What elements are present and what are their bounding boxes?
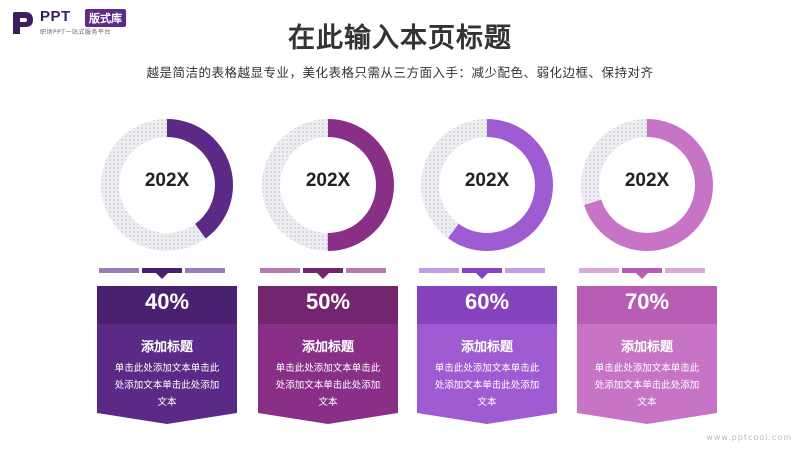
- divider-segment: [99, 268, 139, 273]
- card-heading: 添加标题: [301, 340, 354, 355]
- card-heading: 添加标题: [620, 340, 673, 355]
- info-panel: 40% 添加标题单击此处添加文本单击此处添加文本单击此处添加文本: [97, 286, 237, 424]
- ring-label: 202X: [624, 170, 670, 191]
- percent-value: 70%: [624, 289, 670, 314]
- page-title: 在此输入本页标题: [288, 23, 512, 54]
- card-heading: 添加标题: [460, 340, 513, 355]
- divider-segment: [419, 268, 459, 273]
- logo-badge: 版式库: [85, 9, 126, 27]
- ring-label: 202X: [144, 170, 190, 191]
- divider-segment: [462, 268, 502, 273]
- watermark: www.pptcool.com: [706, 433, 792, 442]
- card-body-text: 单击此处添加文本单击此处添加文本单击此处添加文本: [275, 363, 381, 408]
- percent-value: 40%: [144, 289, 190, 314]
- ring-progress-arc: [101, 119, 233, 251]
- divider-segment: [185, 268, 225, 273]
- card-body-text: 单击此处添加文本单击此处添加文本单击此处添加文本: [434, 363, 540, 408]
- divider-segment: [505, 268, 545, 273]
- info-panel: 50% 添加标题单击此处添加文本单击此处添加文本单击此处添加文本: [258, 286, 398, 424]
- panel-header: [417, 286, 557, 324]
- percent-value: 60%: [464, 289, 510, 314]
- pointer-arrow: [476, 273, 488, 279]
- donut-ring: [581, 119, 713, 251]
- panel-header: [97, 286, 237, 324]
- divider-segment: [579, 268, 619, 273]
- page-subtitle: 越是简洁的表格越显专业，美化表格只需从三方面入手：减少配色、弱化边框、保持对齐: [146, 65, 654, 80]
- panel-header: [258, 286, 398, 324]
- logo[interactable]: PPT 版式库 职场PPT一站式服务平台: [10, 8, 160, 38]
- ring-progress-arc: [421, 119, 553, 251]
- ring-label: 202X: [305, 170, 351, 191]
- logo-name: PPT: [40, 8, 71, 25]
- divider-segment: [665, 268, 705, 273]
- percent-value: 50%: [305, 289, 351, 314]
- card-body-text: 单击此处添加文本单击此处添加文本单击此处添加文本: [594, 363, 700, 408]
- pointer-arrow: [636, 273, 648, 279]
- ring-progress-arc: [262, 119, 394, 251]
- info-panel: 60% 添加标题单击此处添加文本单击此处添加文本单击此处添加文本: [417, 286, 557, 424]
- divider-segment: [260, 268, 300, 273]
- pointer-arrow: [317, 273, 329, 279]
- divider-segment: [303, 268, 343, 273]
- logo-tagline: 职场PPT一站式服务平台: [40, 29, 111, 36]
- pointer-arrow: [156, 273, 168, 279]
- donut-ring: [101, 119, 233, 251]
- divider-segment: [622, 268, 662, 273]
- progress-card: 202X 60% 添加标题单击此处添加文本单击此处添加文本单击此处添加文本: [417, 118, 557, 428]
- donut-ring: [421, 119, 553, 251]
- card-heading: 添加标题: [140, 340, 193, 355]
- progress-card: 202X 50% 添加标题单击此处添加文本单击此处添加文本单击此处添加文本: [258, 118, 398, 428]
- ring-label: 202X: [464, 170, 510, 191]
- info-panel: 70% 添加标题单击此处添加文本单击此处添加文本单击此处添加文本: [577, 286, 717, 424]
- panel-header: [577, 286, 717, 324]
- divider-segment: [346, 268, 386, 273]
- ring-progress-arc: [581, 119, 713, 251]
- divider-segment: [142, 268, 182, 273]
- progress-card: 202X 40% 添加标题单击此处添加文本单击此处添加文本单击此处添加文本: [97, 118, 237, 428]
- card-body-text: 单击此处添加文本单击此处添加文本单击此处添加文本: [114, 363, 220, 408]
- progress-card: 202X 70% 添加标题单击此处添加文本单击此处添加文本单击此处添加文本: [577, 118, 717, 428]
- donut-ring: [262, 119, 394, 251]
- logo-icon: [13, 12, 33, 34]
